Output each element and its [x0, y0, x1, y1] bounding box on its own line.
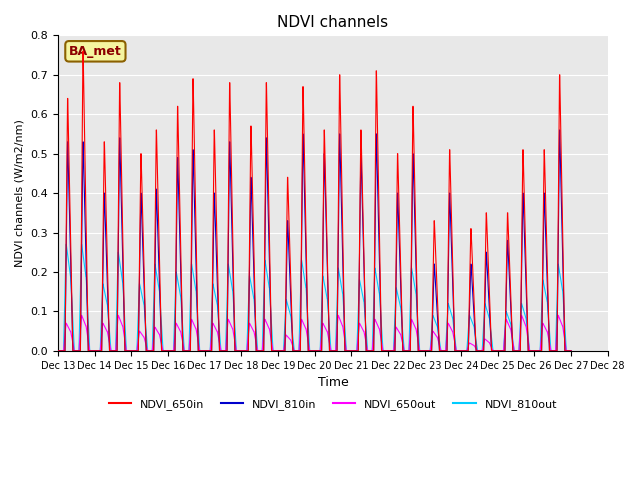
NDVI_650out: [477, 348, 484, 354]
NDVI_810out: [458, 348, 466, 354]
NDVI_650in: [54, 348, 62, 354]
NDVI_650out: [564, 348, 572, 354]
NDVI_650out: [245, 324, 253, 330]
NDVI_650out: [77, 312, 85, 318]
NDVI_650in: [567, 348, 575, 354]
NDVI_810in: [458, 348, 466, 354]
NDVI_810out: [54, 348, 62, 354]
NDVI_810out: [245, 284, 253, 289]
NDVI_810out: [567, 348, 575, 354]
NDVI_810out: [365, 348, 372, 354]
Title: NDVI channels: NDVI channels: [277, 15, 388, 30]
NDVI_650in: [285, 237, 293, 242]
NDVI_810out: [62, 241, 70, 247]
NDVI_810in: [556, 127, 563, 133]
NDVI_810in: [567, 348, 575, 354]
NDVI_650out: [567, 348, 575, 354]
Line: NDVI_650out: NDVI_650out: [58, 315, 571, 351]
NDVI_810out: [564, 348, 572, 354]
NDVI_810in: [54, 348, 62, 354]
Line: NDVI_810out: NDVI_810out: [58, 244, 571, 351]
NDVI_810in: [365, 348, 372, 354]
NDVI_650in: [477, 348, 484, 354]
Line: NDVI_650in: NDVI_650in: [58, 51, 571, 351]
NDVI_810in: [564, 348, 572, 354]
NDVI_650in: [365, 348, 372, 354]
NDVI_810in: [285, 260, 293, 265]
Line: NDVI_810in: NDVI_810in: [58, 130, 571, 351]
NDVI_650in: [245, 284, 253, 289]
NDVI_810in: [476, 348, 484, 354]
NDVI_650out: [285, 336, 293, 342]
Legend: NDVI_650in, NDVI_810in, NDVI_650out, NDVI_810out: NDVI_650in, NDVI_810in, NDVI_650out, NDV…: [104, 395, 561, 415]
NDVI_650in: [458, 348, 466, 354]
X-axis label: Time: Time: [317, 376, 348, 389]
NDVI_650in: [564, 348, 572, 354]
NDVI_650out: [365, 348, 372, 354]
NDVI_650out: [54, 348, 62, 354]
NDVI_650out: [458, 348, 466, 354]
NDVI_650in: [79, 48, 87, 54]
NDVI_810in: [245, 311, 253, 316]
NDVI_810out: [477, 348, 484, 354]
Text: BA_met: BA_met: [69, 45, 122, 58]
NDVI_810out: [285, 309, 293, 314]
Y-axis label: NDVI channels (W/m2/nm): NDVI channels (W/m2/nm): [15, 119, 25, 267]
